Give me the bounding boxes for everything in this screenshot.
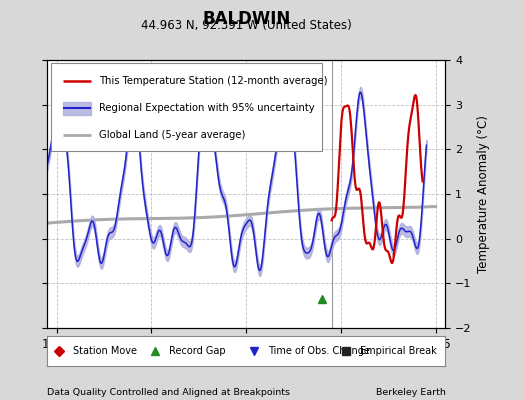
Text: This Temperature Station (12-month average): This Temperature Station (12-month avera… xyxy=(99,76,328,86)
Text: Berkeley Earth: Berkeley Earth xyxy=(376,388,445,397)
Text: Global Land (5-year average): Global Land (5-year average) xyxy=(99,130,245,140)
Text: Regional Expectation with 95% uncertainty: Regional Expectation with 95% uncertaint… xyxy=(99,103,314,113)
Bar xyxy=(51,63,322,151)
Text: Record Gap: Record Gap xyxy=(169,346,225,356)
Text: 44.963 N, 92.391 W (United States): 44.963 N, 92.391 W (United States) xyxy=(141,19,352,32)
Text: Empirical Break: Empirical Break xyxy=(360,346,436,356)
Text: Time of Obs. Change: Time of Obs. Change xyxy=(268,346,370,356)
Text: Data Quality Controlled and Aligned at Breakpoints: Data Quality Controlled and Aligned at B… xyxy=(47,388,290,397)
Text: BALDWIN: BALDWIN xyxy=(202,10,290,28)
Y-axis label: Temperature Anomaly (°C): Temperature Anomaly (°C) xyxy=(477,115,490,273)
Text: Station Move: Station Move xyxy=(73,346,137,356)
